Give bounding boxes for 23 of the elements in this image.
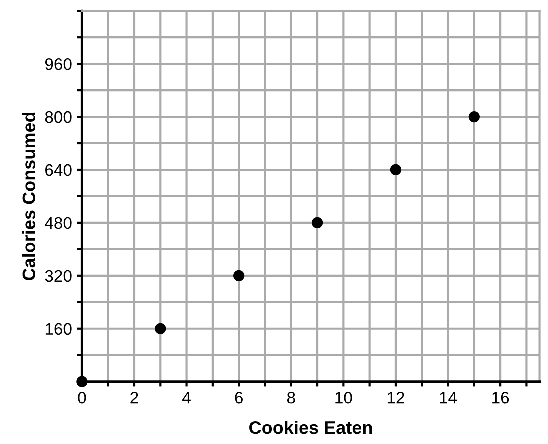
x-tick-label: 14 [440,392,458,404]
y-tick-label: 480 [45,217,72,230]
point [312,217,324,229]
point [390,164,402,176]
x-tick-label: 4 [182,392,191,404]
point [155,323,166,334]
y-tick-label: 800 [45,111,72,124]
point [468,111,480,123]
x-tick-label: 12 [388,392,404,404]
y-tick-label: 960 [45,58,72,70]
y-tick-label: 160 [46,323,72,336]
y-tick-label: 320 [45,270,72,282]
y-axis-title: Calories Consumed [22,112,36,281]
y-tick-label: 640 [46,164,72,176]
x-tick-label: 0 [78,392,86,404]
x-tick-label: 6 [235,392,243,404]
x-axis-title: Cookies Eaten [250,420,372,434]
x-tick-label: 2 [130,392,138,404]
x-tick-label: 8 [287,392,296,404]
x-tick-label: 10 [336,392,352,404]
point [234,270,245,282]
x-tick-label: 16 [492,392,510,404]
point [76,376,88,388]
